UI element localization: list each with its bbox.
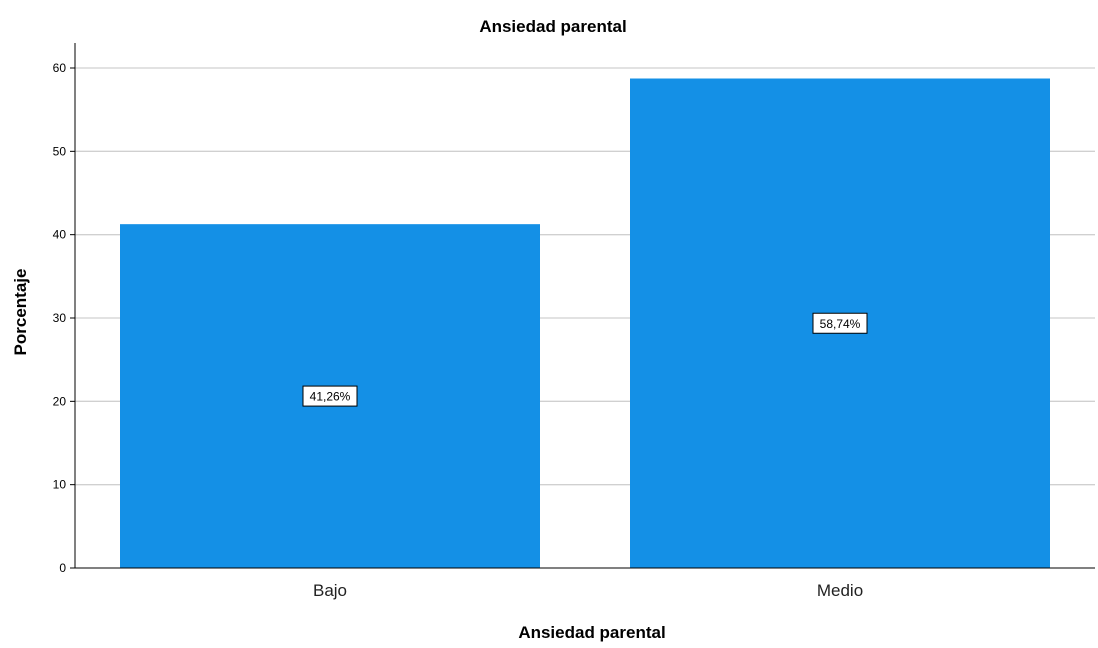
y-tick-label: 30 — [53, 311, 67, 325]
data-label: 58,74% — [820, 317, 861, 331]
y-tick-label: 20 — [53, 394, 67, 408]
x-tick-label: Bajo — [313, 581, 347, 600]
y-tick-label: 0 — [59, 561, 66, 575]
y-axis-label: Porcentaje — [11, 269, 30, 356]
y-tick-label: 60 — [53, 61, 67, 75]
data-label-box — [302, 385, 358, 407]
y-tick-label: 10 — [53, 478, 67, 492]
axes: 0 10 20 30 40 50 60 Bajo Medio — [53, 43, 1095, 600]
data-labels: 41,26% 58,74% — [302, 312, 868, 407]
bars — [120, 78, 1050, 568]
y-tick-label: 40 — [53, 228, 67, 242]
y-tick-label: 50 — [53, 144, 67, 158]
chart-title: Ansiedad parental — [479, 17, 626, 36]
data-label-box — [812, 312, 868, 334]
data-label: 41,26% — [310, 390, 351, 404]
x-axis-label: Ansiedad parental — [518, 623, 665, 642]
x-tick-label: Medio — [817, 581, 863, 600]
